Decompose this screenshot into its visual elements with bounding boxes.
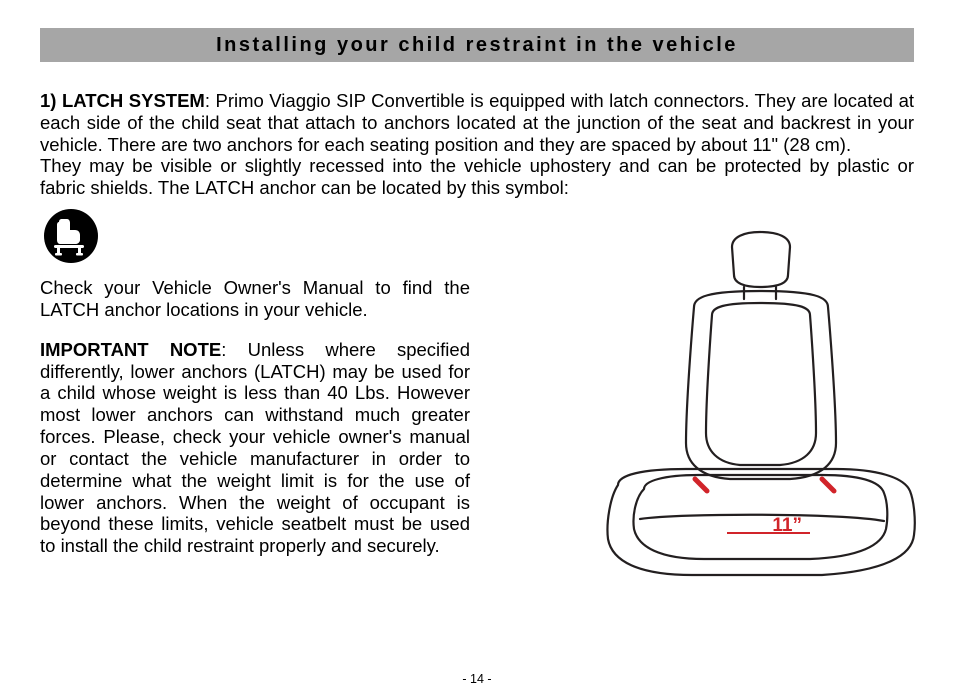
latch-system-lead: 1) LATCH SYSTEM	[40, 90, 205, 111]
manual-page: Installing your child restraint in the v…	[0, 0, 954, 694]
latch-anchor-icon	[42, 207, 100, 265]
figure-column: 11”	[488, 277, 914, 607]
paragraph-anchor-visibility: They may be visible or slightly recessed…	[40, 155, 914, 199]
section-title: Installing your child restraint in the v…	[216, 34, 738, 56]
paragraph-check-manual: Check your Vehicle Owner's Manual to fin…	[40, 277, 470, 321]
paragraph-important-note: IMPORTANT NOTE: Unless where specified d…	[40, 339, 470, 557]
important-note-label: IMPORTANT NOTE	[40, 339, 221, 360]
paragraph-spacer	[40, 321, 470, 339]
important-note-body: : Unless where specified differently, lo…	[40, 339, 470, 556]
anchor-spacing-label: 11”	[772, 515, 802, 537]
section-title-bar: Installing your child restraint in the v…	[40, 28, 914, 62]
two-column-layout: Check your Vehicle Owner's Manual to fin…	[40, 277, 914, 607]
page-number: - 14 -	[0, 672, 954, 686]
paragraph-latch-system: 1) LATCH SYSTEM: Primo Viaggio SIP Conve…	[40, 90, 914, 155]
text-column: Check your Vehicle Owner's Manual to fin…	[40, 277, 470, 557]
vehicle-seat-illustration	[522, 229, 922, 599]
